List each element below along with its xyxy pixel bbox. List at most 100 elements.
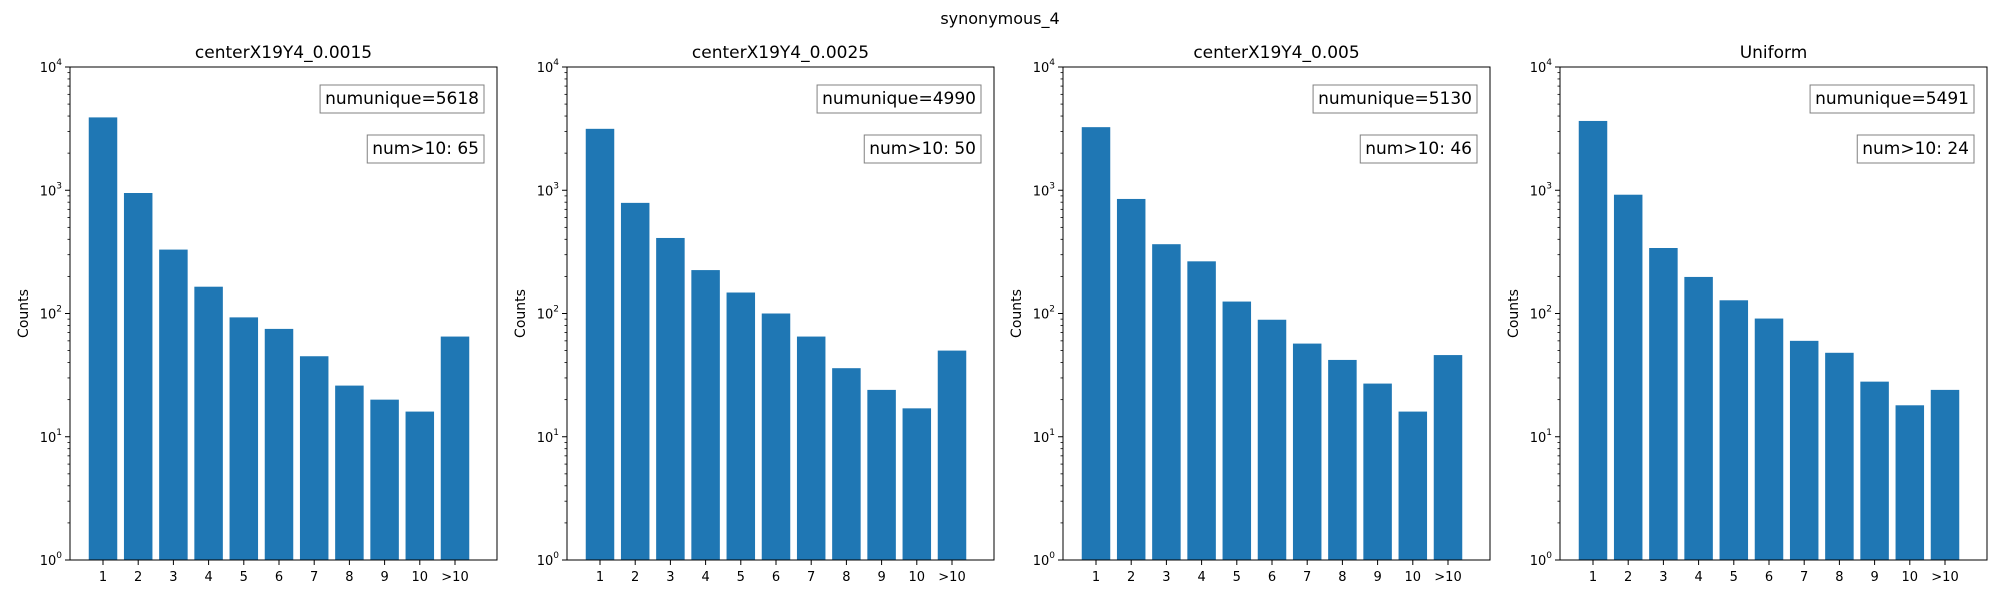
y-tick-label: 104 — [40, 58, 63, 76]
x-tick-label: 6 — [1765, 570, 1773, 585]
y-tick-label: 102 — [1530, 305, 1552, 323]
y-tick-label: 103 — [40, 181, 62, 199]
y-tick-label: 101 — [1033, 428, 1055, 446]
bar->10 — [440, 336, 470, 560]
x-tick-label: 6 — [1268, 570, 1276, 585]
subplot-title: centerX19Y4_0.0015 — [195, 43, 372, 63]
annotation-box — [1809, 84, 1975, 114]
x-tick-label: 6 — [275, 570, 283, 585]
axes-frame — [566, 66, 995, 561]
y-axis-label: Counts — [1009, 289, 1025, 338]
x-tick-label: 3 — [1162, 570, 1170, 585]
bar-2 — [123, 193, 153, 560]
x-tick-label: 8 — [1338, 570, 1346, 585]
annotation-text: num>10: 65 — [372, 139, 479, 159]
bar-10 — [405, 411, 435, 560]
x-tick-label: >10 — [441, 570, 468, 585]
bar-8 — [1825, 352, 1854, 560]
x-tick-label: 2 — [1624, 570, 1632, 585]
bar->10 — [937, 350, 967, 560]
annotation-box — [1359, 134, 1478, 164]
x-tick-label: 5 — [1233, 570, 1241, 585]
bar-1 — [1578, 120, 1608, 560]
y-tick-label: 100 — [1033, 551, 1056, 569]
bar->10 — [1433, 355, 1463, 560]
x-tick-label: 3 — [1659, 570, 1667, 585]
x-tick-label: >10 — [1434, 570, 1461, 585]
bar-9 — [1860, 381, 1889, 560]
x-tick-label: 10 — [1902, 570, 1919, 585]
annotation-box — [816, 84, 982, 114]
bar-1 — [88, 117, 118, 561]
y-tick-label: 101 — [537, 428, 559, 446]
x-tick-label: 10 — [412, 570, 429, 585]
x-tick-label: 4 — [701, 570, 709, 585]
x-tick-label: 5 — [1730, 570, 1738, 585]
x-tick-label: 5 — [737, 570, 745, 585]
x-tick-label: 2 — [631, 570, 639, 585]
axes-frame — [1062, 66, 1491, 561]
bar-2 — [1613, 194, 1643, 560]
subplot-4: Uniform 1 2 3 4 5 6 7 8 9 10 >10 100 101 102 103 104 Coun… — [1506, 43, 1988, 585]
x-tick-label: 8 — [1835, 570, 1843, 585]
x-tick-label: 9 — [1373, 570, 1381, 585]
y-tick-label: 102 — [1033, 305, 1055, 323]
x-tick-label: 7 — [1800, 570, 1808, 585]
subplot-3: centerX19Y4_0.005 1 2 3 4 5 6 7 8 9 10 >10 100 101 102… — [1009, 43, 1491, 585]
x-tick-label: 7 — [807, 570, 815, 585]
bar-3 — [159, 249, 188, 560]
x-tick-label: 3 — [169, 570, 177, 585]
bar-8 — [832, 368, 861, 560]
y-axis-label: Counts — [513, 289, 529, 338]
annotation-text: numunique=5491 — [1815, 89, 1969, 109]
bar-7 — [1789, 340, 1819, 560]
bar-3 — [1649, 248, 1678, 560]
annotation-text: numunique=4990 — [822, 89, 976, 109]
y-tick-label: 102 — [537, 305, 559, 323]
annotation-text: num>10: 24 — [1862, 139, 1969, 159]
bar-6 — [761, 313, 791, 560]
subplot-1: centerX19Y4_0.0015 1 2 3 4 5 6 7 8 9 10 >10 100 101 10… — [16, 43, 498, 585]
x-tick-label: 5 — [240, 570, 248, 585]
annotation-text: numunique=5130 — [1318, 89, 1472, 109]
x-tick-label: 1 — [1092, 570, 1100, 585]
y-tick-label: 100 — [40, 551, 63, 569]
y-tick-label: 104 — [537, 58, 560, 76]
x-tick-label: >10 — [938, 570, 965, 585]
y-tick-label: 104 — [1530, 58, 1553, 76]
annotation-box — [863, 134, 982, 164]
x-tick-label: 2 — [134, 570, 142, 585]
bar-10 — [1398, 411, 1428, 560]
y-tick-label: 103 — [1033, 181, 1055, 199]
bar-9 — [370, 399, 399, 560]
annotation-box — [319, 84, 485, 114]
x-tick-label: 4 — [204, 570, 212, 585]
x-tick-label: 8 — [842, 570, 850, 585]
bar-5 — [1222, 301, 1252, 560]
bar-6 — [1754, 318, 1784, 560]
x-tick-label: 1 — [99, 570, 107, 585]
y-tick-label: 101 — [1530, 428, 1552, 446]
y-axis-label: Counts — [16, 289, 32, 338]
y-tick-label: 102 — [40, 305, 62, 323]
bar-8 — [335, 385, 364, 560]
x-tick-label: 6 — [772, 570, 780, 585]
x-tick-label: 10 — [909, 570, 926, 585]
y-axis-label: Counts — [1506, 289, 1522, 338]
x-tick-label: 7 — [1303, 570, 1311, 585]
x-tick-label: 8 — [345, 570, 353, 585]
x-tick-label: 2 — [1127, 570, 1135, 585]
bar-7 — [1292, 343, 1322, 560]
x-tick-label: 9 — [877, 570, 885, 585]
annotation-box — [1312, 84, 1478, 114]
x-tick-label: 4 — [1694, 570, 1702, 585]
bar->10 — [1930, 389, 1960, 560]
subplot-title: Uniform — [1740, 43, 1808, 63]
x-tick-label: >10 — [1931, 570, 1958, 585]
annotation-text: num>10: 46 — [1365, 139, 1472, 159]
y-tick-label: 101 — [40, 428, 62, 446]
bar-5 — [229, 317, 259, 560]
bar-4 — [194, 286, 223, 560]
bar-6 — [1257, 319, 1287, 560]
